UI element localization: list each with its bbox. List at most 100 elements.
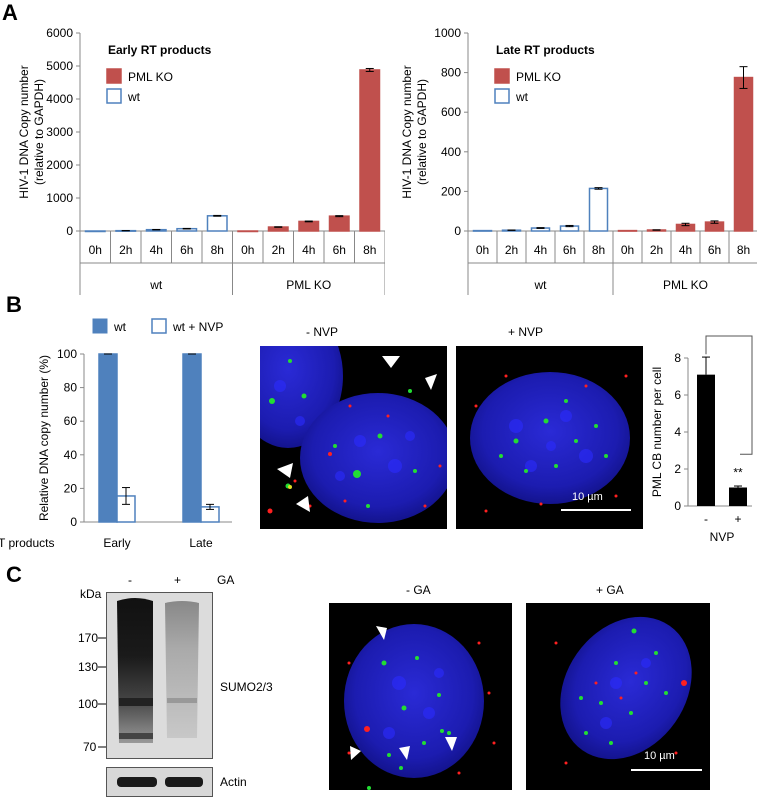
early-group-label: wt (149, 278, 163, 292)
scale-bar-label-c: 10 µm (644, 750, 675, 762)
relative-ylabel: Relative DNA copy number (%) (37, 355, 51, 521)
late-xtick-label: 4h (679, 243, 692, 257)
relative-legend-label-wt-nvp: wt + NVP (172, 320, 223, 334)
late-xtick-label: 4h (534, 243, 547, 257)
micrograph-b-plus-nvp: 10 µm (456, 346, 643, 529)
late-group-label: PML KO (663, 278, 708, 292)
pmlcb-bar (729, 487, 747, 506)
marker-100: 100 (78, 697, 99, 711)
late-xtick-label: 6h (563, 243, 576, 257)
late-ytick-label: 1000 (434, 26, 461, 40)
late-ytick-label: 800 (441, 66, 461, 80)
chart-pml-cb-number: 0 2 4 6 8 - + ** NVP PML CB number per cell (650, 335, 753, 544)
pmlcb-ytick-label: 6 (674, 388, 681, 402)
micrograph-c-minus-label: - GA (406, 583, 431, 597)
relative-ytick-label: 20 (64, 481, 78, 495)
marker-70: 70 (83, 740, 97, 754)
micrograph-b-minus-image (260, 346, 447, 523)
marker-170: 170 (78, 631, 99, 645)
western-blot-actin-image (117, 777, 203, 787)
late-xtick-label: 8h (592, 243, 605, 257)
late-ytick-label: 200 (441, 184, 461, 198)
late-legend-label-wt: wt (515, 90, 529, 104)
early-ytick-label: 0 (66, 224, 73, 238)
western-blot-actin (106, 767, 213, 797)
early-xtick-label: 0h (89, 243, 102, 257)
early-ytick-label: 4000 (46, 92, 73, 106)
early-legend-swatch-wt (106, 88, 122, 104)
pmlcb-xtick-label: - (704, 512, 708, 526)
panel-label-b: B (6, 292, 22, 317)
chart-relative-dna: 0 20 40 60 80 100 Early Late RT products Relative… (0, 318, 232, 550)
relative-legend-swatch-wt-nvp (151, 318, 167, 334)
pmlcb-ytick-label: 8 (674, 351, 681, 365)
actin-label: Actin (220, 775, 247, 789)
relative-ytick-label: 0 (70, 515, 77, 529)
micrograph-b-plus-label: + NVP (508, 325, 544, 339)
pmlcb-significance: ** (733, 465, 743, 479)
early-legend-swatch-pml-ko (106, 68, 122, 84)
early-title: Early RT products (108, 43, 212, 57)
pmlcb-bracket (705, 335, 753, 455)
early-xtick-label: 0h (241, 243, 254, 257)
pmlcb-xtick-label: + (734, 512, 741, 526)
relative-ytick-label: 60 (64, 414, 78, 428)
early-bar (328, 215, 350, 232)
early-group-label: PML KO (286, 278, 331, 292)
early-bar (84, 230, 106, 233)
pmlcb-ytick-label: 4 (674, 425, 681, 439)
early-bar (206, 215, 228, 232)
micrograph-c-minus-image (344, 624, 496, 790)
marker-ticks (98, 637, 106, 748)
pmlcb-ytick-label: 0 (674, 499, 681, 513)
pmlcb-bar (697, 374, 715, 506)
micrograph-c-plus-ga: 10 µm (526, 603, 710, 790)
early-xtick-label: 6h (180, 243, 193, 257)
late-xtick-label: 0h (621, 243, 634, 257)
chart-early-rt: 0 1000 2000 3000 4000 5000 6000 0h 2h 4h 6h 8h wt 0h 2… (17, 26, 385, 295)
early-ylabel-1: HIV-1 DNA Copy number (17, 65, 31, 198)
early-ylabel-2: (relative to GAPDH) (32, 79, 46, 185)
late-ylabel-1: HIV-1 DNA Copy number (400, 65, 414, 198)
micrograph-b-plus-image (470, 372, 631, 513)
late-xtick-label: 0h (476, 243, 489, 257)
late-legend-swatch-pml-ko (494, 68, 510, 84)
micrograph-b-minus-label: - NVP (306, 325, 339, 339)
chart-late-rt: 0 200 400 600 800 1000 0h 2h 4h 6h 8h wt 0h 2h 4h 6h 8h P… (400, 26, 757, 295)
early-ytick-label: 5000 (46, 59, 73, 73)
late-legend-label-pml-ko: PML KO (516, 70, 561, 84)
early-xtick-label: 4h (150, 243, 163, 257)
late-xtick-label: 6h (708, 243, 721, 257)
western-lane-1: - (128, 573, 132, 587)
late-xtick-label: 2h (650, 243, 663, 257)
relative-legend-label-wt: wt (113, 320, 127, 334)
early-xtick-label: 2h (119, 243, 132, 257)
late-bar (588, 187, 609, 232)
relative-ytick-label: 80 (64, 381, 78, 395)
late-ytick-label: 400 (441, 145, 461, 159)
panel-label-a: A (2, 0, 18, 25)
early-legend-label-wt: wt (127, 90, 141, 104)
western-blot-sumo-image (117, 598, 199, 743)
early-ytick-label: 2000 (46, 158, 73, 172)
early-xtick-label: 2h (272, 243, 285, 257)
micrograph-c-minus-ga (329, 603, 512, 790)
relative-ytick-label: 100 (57, 347, 77, 361)
pmlcb-xlabel: NVP (710, 530, 735, 544)
late-bar (617, 229, 638, 232)
late-xtick-label: 2h (505, 243, 518, 257)
late-ytick-label: 0 (454, 224, 461, 238)
marker-130: 130 (78, 660, 99, 674)
late-xtick-label: 8h (737, 243, 750, 257)
western-kda-label: kDa (80, 587, 102, 601)
relative-ytick-label: 40 (64, 448, 78, 462)
sumo-label: SUMO2/3 (220, 680, 273, 694)
early-ytick-label: 1000 (46, 191, 73, 205)
late-ytick-label: 600 (441, 105, 461, 119)
relative-legend-swatch-wt (92, 318, 108, 334)
pmlcb-ytick-label: 2 (674, 462, 681, 476)
early-legend-label-pml-ko: PML KO (128, 70, 173, 84)
late-bar (733, 76, 754, 232)
micrograph-c-plus-label: + GA (596, 583, 624, 597)
relative-bar (182, 353, 202, 523)
